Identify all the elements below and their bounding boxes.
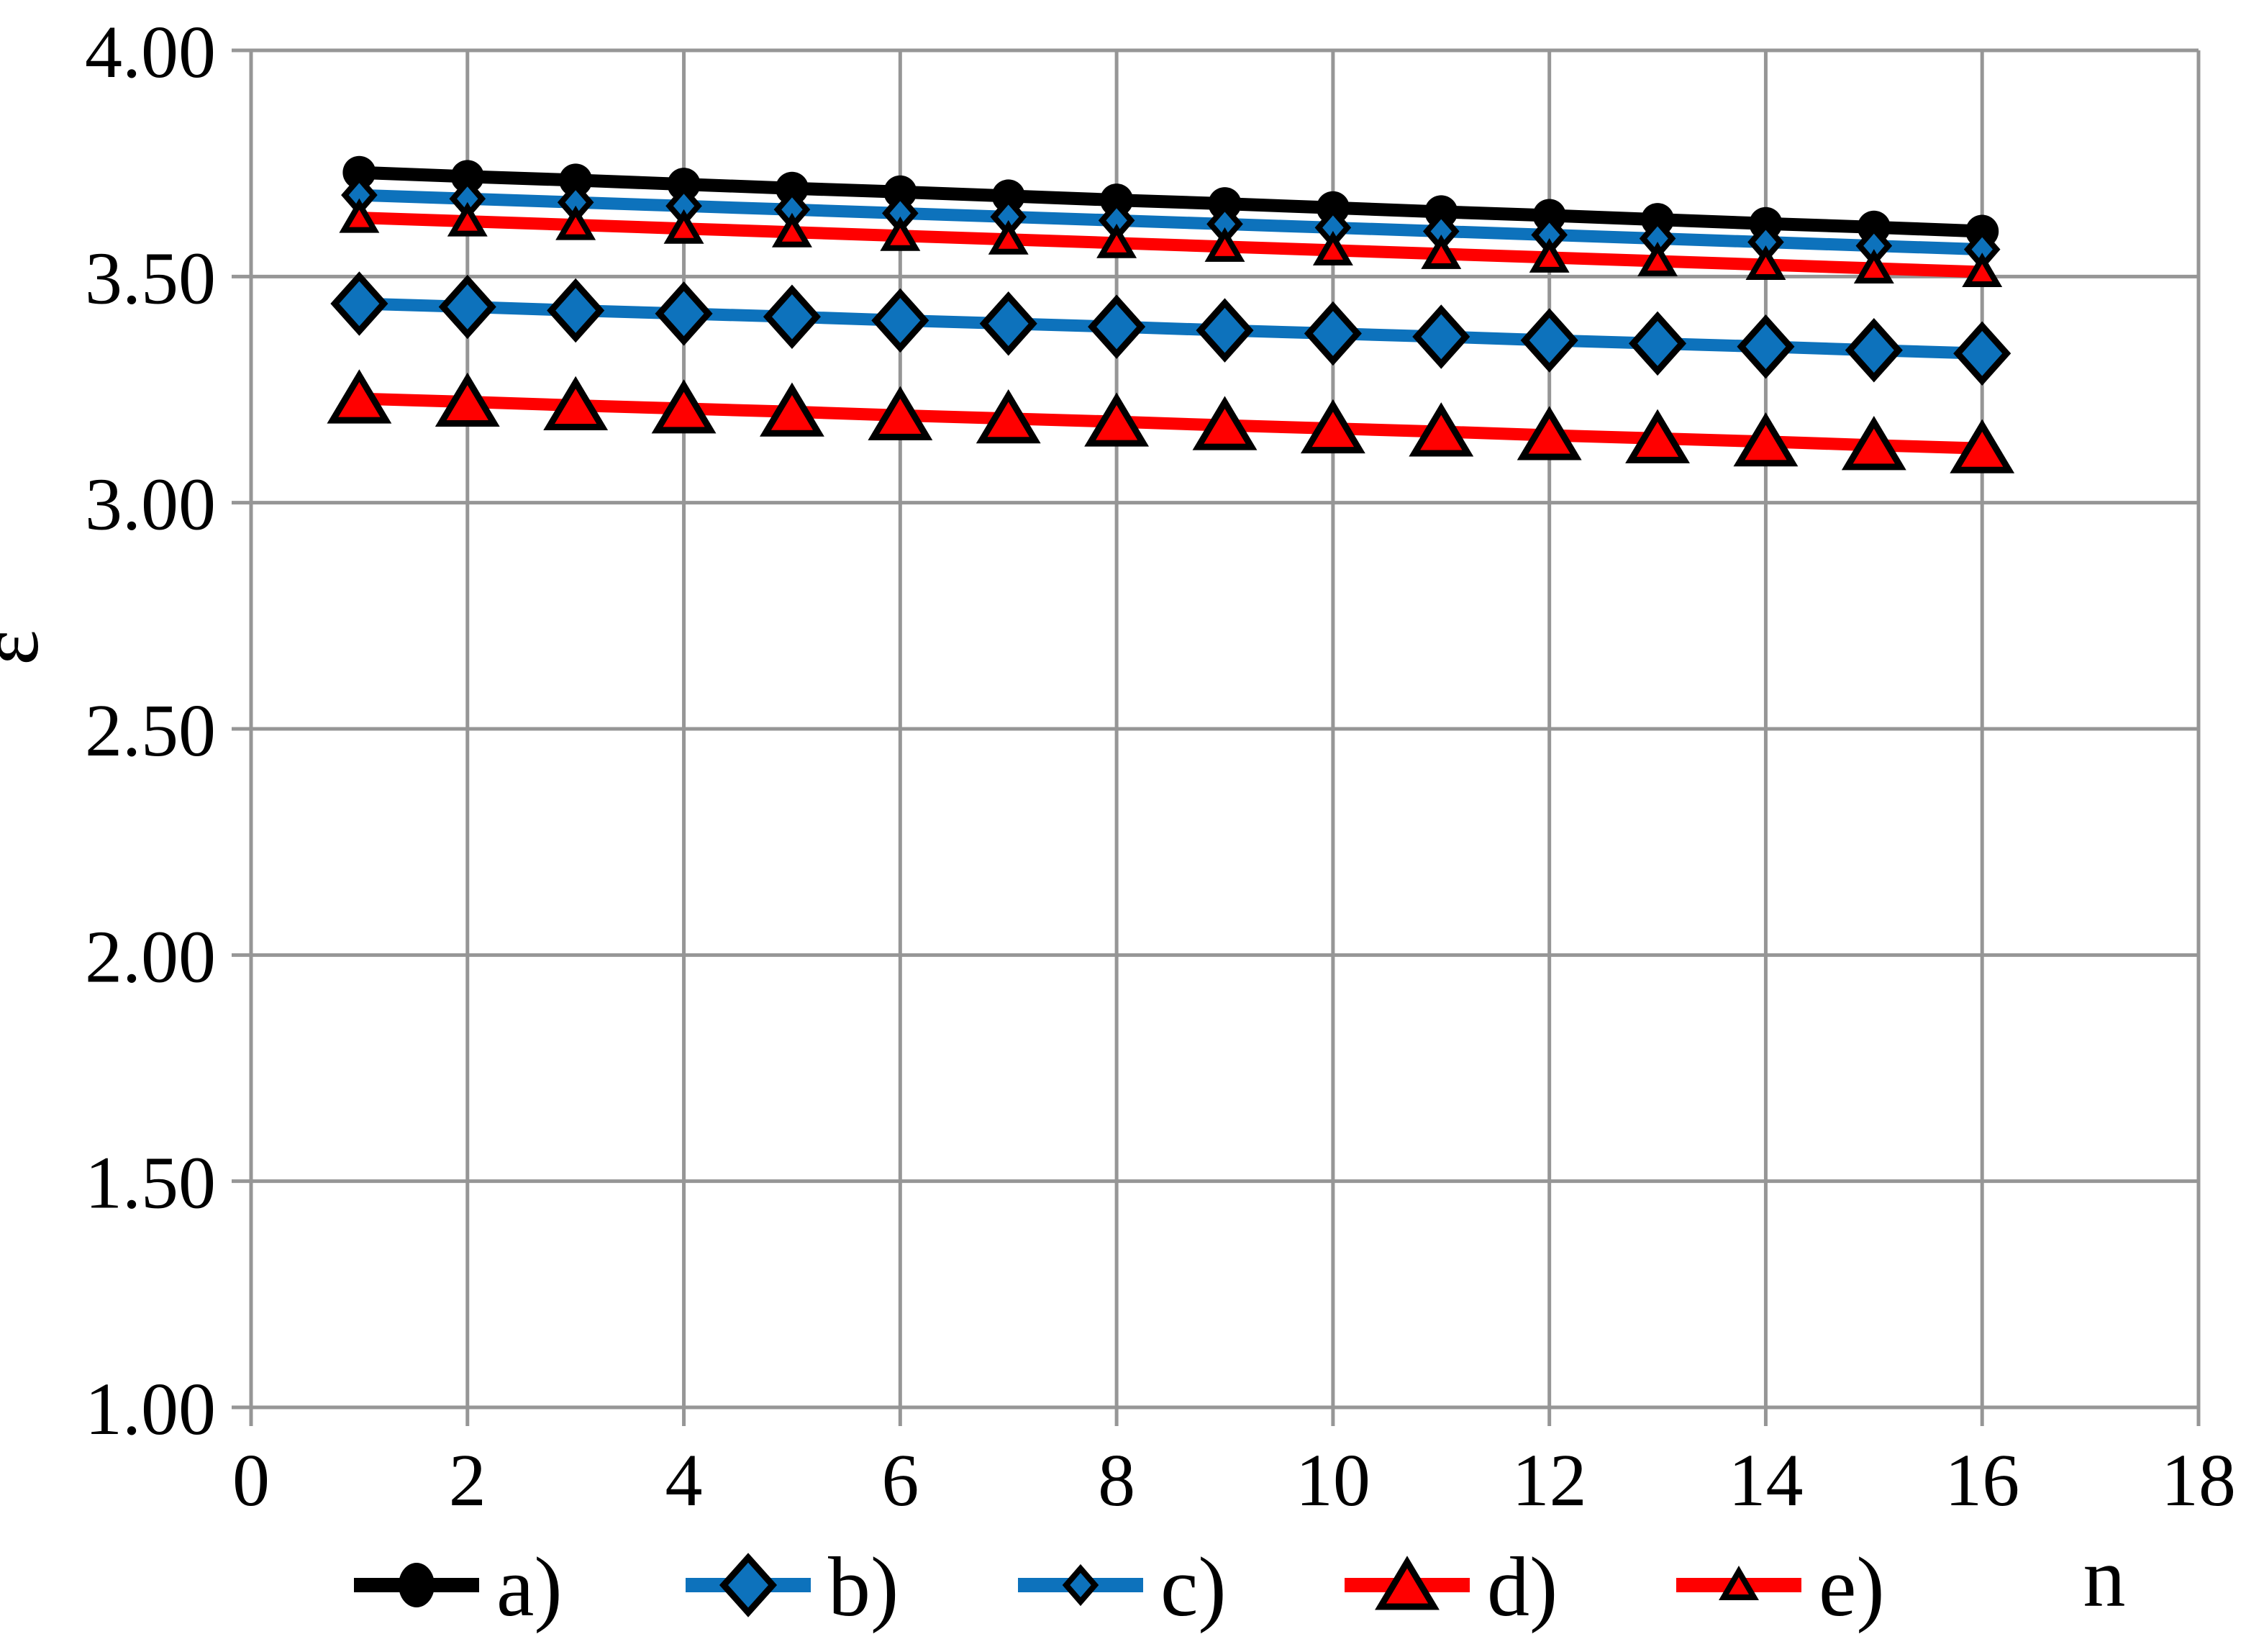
marker-triangle-series-d [1409,402,1474,457]
series-line-d [359,392,1983,455]
marker-triangle-series-d [1517,406,1582,460]
y-tick-label: 1.50 [85,1142,216,1225]
legend-label: b) [828,1540,899,1634]
marker-triangle-series-d [1625,409,1690,463]
x-tick-label: 14 [1728,1439,1803,1522]
marker-diamond-series-b [979,291,1037,356]
marker-triangle-legend [1719,1566,1759,1600]
marker-diamond-series-b [1737,314,1795,379]
marker-diamond-series-b [1196,298,1254,363]
marker-circle-series-a [342,155,376,189]
marker-diamond-series-b [330,271,388,336]
marker-diamond-legend [719,1553,778,1617]
marker-diamond-series-b [1520,308,1578,373]
marker-triangle-series-d [868,386,933,440]
legend-label: e) [1819,1540,1885,1634]
marker-triangle-series-e [1962,253,2003,288]
marker-triangle-series-d [760,382,824,437]
y-tick-label: 2.50 [85,689,216,772]
series-line-b [359,297,1983,360]
y-axis-label: ε [0,630,56,666]
series-line-a [359,165,1983,238]
marker-diamond-series-b [1088,294,1146,359]
x-tick-label: 16 [1945,1439,2019,1522]
marker-triangle-series-e [1637,242,1678,276]
series-line-c [359,189,1983,256]
marker-triangle-series-e [880,216,921,251]
marker-diamond-series-b [1412,304,1470,369]
marker-triangle-series-e [555,205,596,240]
marker-triangle-series-e [1853,249,1894,284]
y-tick-label: 1.00 [85,1368,216,1451]
marker-triangle-series-e [1204,227,1245,262]
marker-triangle-series-d [435,372,500,427]
marker-triangle-series-d [1841,416,1906,471]
x-tick-label: 12 [1512,1439,1587,1522]
marker-triangle-legend [1375,1556,1440,1610]
marker-circle-series-a [559,163,593,197]
marker-triangle-series-d [327,369,392,424]
marker-circle-series-a [667,168,701,201]
marker-diamond-series-b [547,278,605,343]
x-tick-label: 8 [1098,1439,1135,1522]
x-axis-label: n [2083,1530,2126,1625]
marker-triangle-series-d [1950,419,2015,473]
marker-triangle-series-d [1084,392,1150,447]
marker-triangle-series-e [1529,237,1570,273]
y-tick-label: 4.00 [85,11,216,94]
marker-triangle-series-d [976,389,1041,444]
marker-circle-series-a [775,171,809,205]
x-tick-label: 4 [665,1439,703,1522]
legend-marker-circle [399,1563,435,1607]
marker-circle-series-a [883,175,917,209]
marker-diamond-series-b [1304,301,1362,366]
marker-triangle-series-d [1192,396,1258,450]
x-tick-label: 2 [449,1439,486,1522]
marker-triangle-series-e [663,209,704,244]
y-tick-label: 3.00 [85,463,216,546]
x-tick-label: 0 [232,1439,270,1522]
legend-label: d) [1487,1540,1558,1634]
marker-diamond-series-b [1953,321,2011,386]
marker-circle-series-a [450,160,484,194]
marker-triangle-series-e [771,212,812,248]
marker-diamond-series-b [763,284,821,350]
marker-diamond-legend [1062,1564,1099,1607]
legend-label: c) [1160,1540,1227,1634]
marker-diamond-series-b [1629,311,1687,376]
marker-triangle-series-d [1733,412,1799,467]
marker-triangle-series-d [651,379,717,434]
marker-diamond-series-b [655,281,713,346]
y-tick-label: 3.50 [85,237,216,319]
marker-triangle-series-d [1300,399,1365,454]
series-line-e [359,212,1983,278]
marker-triangle-series-e [1096,223,1137,258]
marker-triangle-series-e [339,198,380,233]
marker-triangle-series-e [988,219,1029,255]
marker-triangle-series-d [543,376,609,431]
marker-triangle-series-e [1745,245,1786,280]
legend-label: a) [496,1540,563,1634]
marker-diamond-series-b [1845,318,1903,383]
marker-diamond-series-b [438,274,496,340]
marker-triangle-series-e [1421,234,1462,269]
x-tick-label: 18 [2161,1439,2236,1522]
marker-triangle-series-e [447,201,488,237]
y-tick-label: 2.00 [85,915,216,998]
x-tick-label: 10 [1296,1439,1370,1522]
marker-triangle-series-e [1312,230,1353,266]
x-tick-label: 6 [881,1439,919,1522]
marker-diamond-series-b [871,288,929,353]
